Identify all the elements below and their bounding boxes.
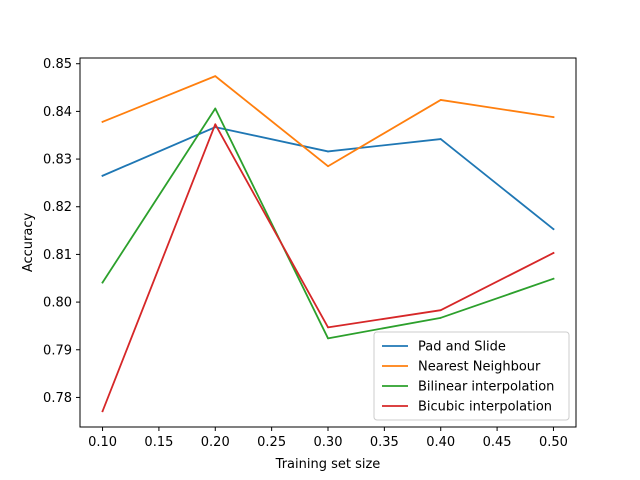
data-point: [439, 309, 442, 312]
x-tick-label: 0.40: [426, 435, 455, 450]
series-line-3: [101, 107, 555, 340]
y-tick-label: 0.80: [43, 296, 72, 311]
series-line-2: [101, 75, 555, 168]
data-point: [552, 277, 555, 280]
legend: Pad and Slide Nearest Neighbour Bilinear i…: [373, 331, 570, 421]
data-point: [214, 123, 217, 126]
data-point: [101, 281, 104, 284]
x-tick-label: 0.45: [483, 435, 512, 450]
x-tick-label: 0.15: [144, 435, 173, 450]
data-point: [101, 174, 104, 177]
y-axis-ticks: 0.78 0.79 0.80 0.81 0.82 0.83 0.84 0.85: [43, 57, 80, 406]
data-point: [327, 150, 329, 153]
data-point: [101, 120, 104, 123]
data-point: [327, 337, 329, 340]
data-point: [214, 107, 217, 110]
y-tick-label: 0.83: [43, 153, 72, 168]
x-axis-label: Training set size: [275, 457, 381, 472]
y-tick-label: 0.79: [43, 343, 72, 358]
legend-box: [373, 331, 570, 421]
legend-label: Pad and Slide: [418, 340, 506, 355]
y-tick-label: 0.84: [43, 105, 72, 120]
data-point: [327, 326, 329, 329]
y-tick-label: 0.85: [43, 57, 72, 72]
data-point: [552, 228, 555, 231]
x-tick-label: 0.35: [370, 435, 399, 450]
data-point: [214, 75, 217, 78]
x-tick-label: 0.30: [314, 435, 343, 450]
y-tick-label: 0.82: [43, 200, 72, 215]
data-point: [439, 138, 442, 140]
data-point: [552, 252, 555, 254]
data-point: [439, 99, 442, 101]
y-tick-label: 0.78: [43, 391, 72, 406]
x-tick-label: 0.50: [539, 435, 568, 450]
legend-label: Bilinear interpolation: [418, 380, 554, 395]
legend-label: Nearest Neighbour: [418, 360, 541, 375]
x-axis-ticks: 0.10 0.15 0.20 0.25 0.30 0.35 0.40 0.45 0.50: [88, 427, 568, 450]
legend-label: Bicubic interpolation: [418, 400, 552, 415]
y-axis-label: Accuracy: [21, 213, 36, 273]
data-point: [327, 165, 329, 168]
x-tick-label: 0.20: [201, 435, 230, 450]
data-point: [101, 410, 104, 413]
series-lines: [101, 75, 555, 413]
data-point: [439, 316, 442, 319]
x-tick-label: 0.25: [257, 435, 286, 450]
x-tick-label: 0.10: [88, 435, 117, 450]
data-point: [552, 116, 555, 119]
y-tick-label: 0.81: [43, 248, 72, 263]
